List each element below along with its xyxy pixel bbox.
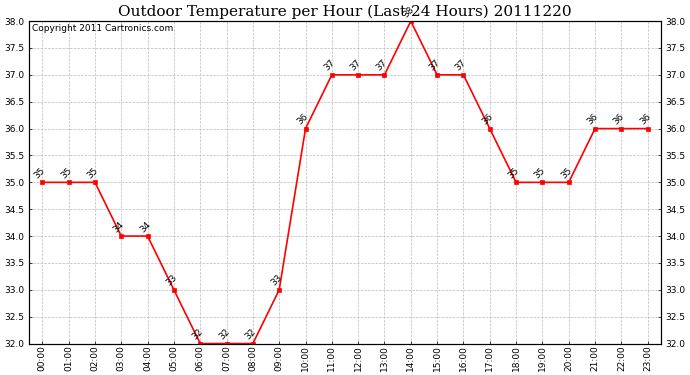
Text: 35: 35 (86, 166, 100, 180)
Text: 35: 35 (59, 166, 73, 180)
Text: 37: 37 (348, 58, 363, 73)
Text: 32: 32 (190, 327, 205, 341)
Text: 35: 35 (506, 166, 521, 180)
Text: 35: 35 (559, 166, 573, 180)
Text: 36: 36 (638, 112, 653, 126)
Text: 35: 35 (533, 166, 547, 180)
Text: 37: 37 (454, 58, 469, 73)
Text: 36: 36 (480, 112, 495, 126)
Text: 36: 36 (585, 112, 600, 126)
Text: 37: 37 (427, 58, 442, 73)
Text: Copyright 2011 Cartronics.com: Copyright 2011 Cartronics.com (32, 24, 174, 33)
Text: 35: 35 (32, 166, 47, 180)
Text: 34: 34 (138, 219, 152, 234)
Text: 32: 32 (243, 327, 257, 341)
Text: 33: 33 (164, 273, 179, 288)
Text: 34: 34 (112, 219, 126, 234)
Text: 37: 37 (375, 58, 389, 73)
Title: Outdoor Temperature per Hour (Last 24 Hours) 20111220: Outdoor Temperature per Hour (Last 24 Ho… (118, 4, 572, 18)
Text: 33: 33 (270, 273, 284, 288)
Text: 32: 32 (217, 327, 231, 341)
Text: 37: 37 (322, 58, 337, 73)
Text: 36: 36 (611, 112, 626, 126)
Text: 38: 38 (401, 4, 415, 19)
Text: 36: 36 (296, 112, 310, 126)
